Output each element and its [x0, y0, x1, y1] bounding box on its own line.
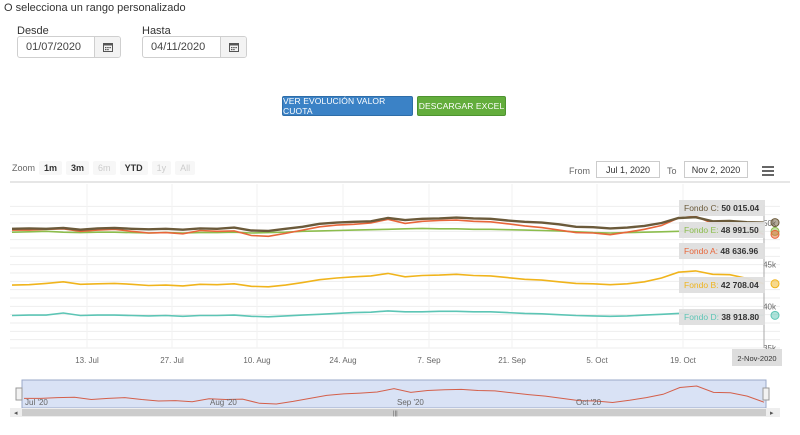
y-axis-labels: 35k 40k 45k 50k: [763, 219, 777, 353]
hasta-value: 04/11/2020: [151, 41, 206, 53]
y-tick-label: 35k: [763, 344, 777, 353]
series-tooltip: [679, 222, 765, 238]
scroll-left-arrow-icon[interactable]: ◂: [14, 410, 18, 417]
scrollbar-thumb[interactable]: [22, 409, 766, 416]
x-tick-label: 27. Jul: [160, 356, 184, 365]
hover-point-marker: [770, 310, 780, 320]
y-tick-label: 45k: [763, 261, 777, 270]
range-from-input[interactable]: Jul 1, 2020: [596, 161, 660, 178]
calendar-icon[interactable]: [220, 37, 246, 57]
hover-point-marker: [770, 279, 780, 289]
range-from-label: From: [569, 166, 590, 176]
hover-point-marker: [770, 229, 780, 239]
zoom-6m-button[interactable]: 6m: [93, 161, 116, 175]
navigator-month-label: Sep '20: [397, 398, 424, 407]
navigator-month-label: Oct '20: [576, 398, 602, 407]
series-line-fondo-e: [11, 227, 764, 234]
tooltip-text: Fondo C: 50 015.04: [684, 203, 759, 213]
hover-date-box: 2-Nov-2020: [732, 349, 782, 366]
navigator[interactable]: Jul '20 Aug '20 Sep '20 Oct '20 ◂ ▸ |||: [10, 379, 780, 417]
scroll-right-arrow-icon[interactable]: ▸: [770, 410, 774, 417]
ver-evolucion-button[interactable]: VER EVOLUCIÓN VALOR CUOTA: [282, 96, 413, 116]
navigator-mask[interactable]: [21, 379, 767, 409]
hasta-date-field[interactable]: 04/11/2020: [142, 36, 247, 58]
zoom-all-button[interactable]: All: [175, 161, 196, 175]
series-line-fondo-b: [11, 270, 765, 288]
series-line-fondo-a: [12, 215, 765, 238]
series-line-fondo-c: [11, 215, 765, 233]
hover-point-marker: [770, 218, 780, 228]
desde-date-field[interactable]: 01/07/2020: [17, 36, 121, 58]
series-tooltip: [679, 309, 765, 325]
zoom-1m-button[interactable]: 1m: [39, 161, 63, 175]
hover-tooltips: Fondo C: 50 015.04 Fondo E: 48 991.50 Fond…: [679, 200, 780, 325]
x-tick-label: 21. Sep: [498, 356, 526, 365]
custom-range-heading: O selecciona un rango personalizado: [4, 2, 186, 14]
desde-value: 01/07/2020: [26, 41, 82, 53]
x-axis-labels: 13. Jul 27. Jul 10. Aug 24. Aug 7. Sep 21. Se…: [75, 356, 696, 365]
y-tick-label: 40k: [763, 302, 777, 311]
hamburger-menu-icon[interactable]: [762, 166, 774, 176]
desde-label: Desde: [17, 25, 49, 37]
series-line-fondo-d: [11, 310, 765, 318]
hover-date: 2-Nov-2020: [737, 354, 776, 363]
navigator-month-label: Aug '20: [210, 398, 237, 407]
x-tick-label: 5. Oct: [586, 356, 608, 365]
navigator-month-label: Jul '20: [25, 398, 48, 407]
hasta-label: Hasta: [142, 25, 171, 37]
x-tick-label: 24. Aug: [329, 356, 356, 365]
x-tick-label: 7. Sep: [417, 356, 441, 365]
navigator-right-handle[interactable]: [762, 387, 770, 401]
series-tooltip: [679, 200, 765, 216]
zoom-selector: Zoom 1m 3m 6m YTD 1y All: [12, 161, 196, 175]
scrollbar-grip-icon[interactable]: |||: [393, 411, 398, 417]
chart-grid: [10, 184, 780, 349]
zoom-3m-button[interactable]: 3m: [66, 161, 90, 175]
x-tick-label: 10. Aug: [243, 356, 270, 365]
tooltip-text: Fondo B: 42 708.04: [684, 280, 759, 290]
navigator-labels: Jul '20 Aug '20 Sep '20 Oct '20: [25, 398, 602, 407]
range-to-label: To: [667, 166, 677, 176]
fund-value-chart: 35k 40k 45k 50k 13. Jul 27. Jul 10. Aug 24. Au…: [10, 181, 790, 417]
series-tooltip: [679, 277, 765, 293]
tooltip-text: Fondo D: 38 918.80: [684, 312, 759, 322]
navigator-left-handle[interactable]: [15, 387, 23, 401]
navigator-series: [24, 385, 765, 405]
zoom-1y-button[interactable]: 1y: [151, 161, 172, 175]
y-tick-label: 50k: [763, 219, 777, 228]
series-tooltip: [679, 243, 765, 259]
calendar-icon[interactable]: [94, 37, 120, 57]
tooltip-text: Fondo E: 48 991.50: [684, 225, 759, 235]
tooltip-text: Fondo A: 48 636.96: [684, 246, 758, 256]
zoom-ytd-button[interactable]: YTD: [119, 161, 148, 175]
x-tick-label: 13. Jul: [75, 356, 99, 365]
descargar-excel-button[interactable]: DESCARGAR EXCEL: [417, 96, 506, 116]
series-lines: [11, 215, 765, 318]
range-to-input[interactable]: Nov 2, 2020: [684, 161, 748, 178]
x-tick-label: 19. Oct: [670, 356, 697, 365]
zoom-label: Zoom: [12, 163, 36, 173]
